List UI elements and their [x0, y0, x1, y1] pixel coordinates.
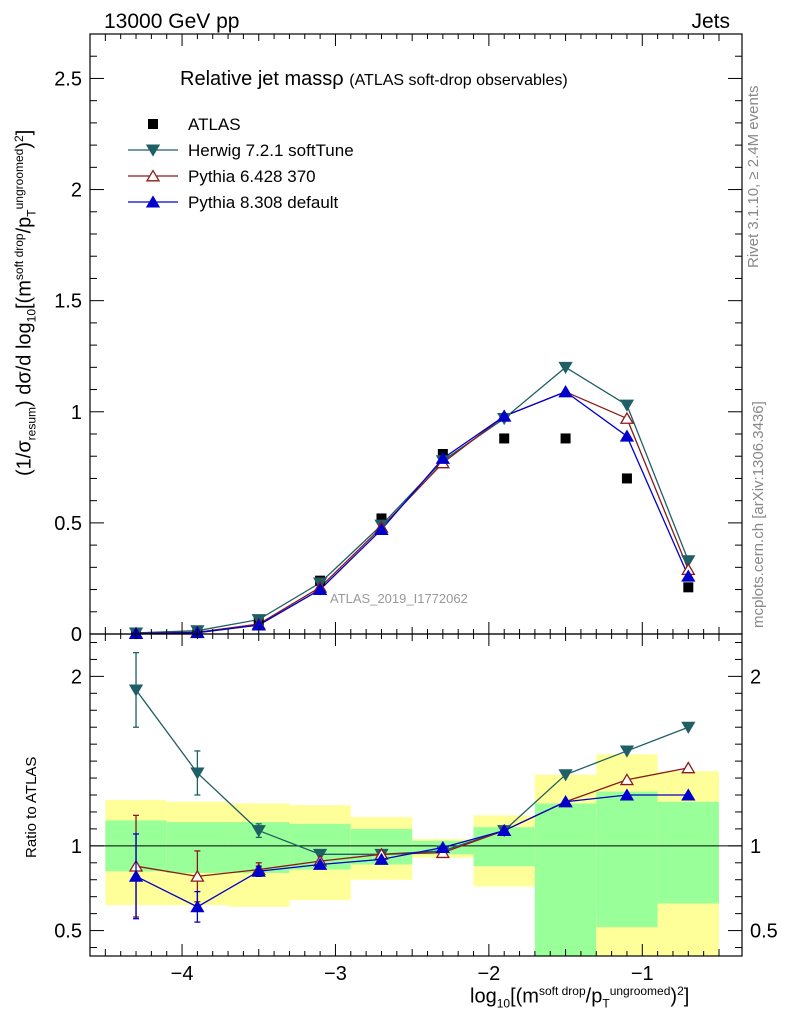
point-atlas — [560, 433, 571, 444]
header-right-label: Jets — [691, 10, 730, 33]
point-atlas — [683, 582, 694, 593]
main-panel — [128, 361, 696, 640]
main-y-tick-label: 1 — [71, 402, 82, 424]
point-atlas — [499, 433, 510, 444]
legend-marker-pythia-8-308-default — [145, 195, 161, 208]
main-y-axis-label: (1/σresum) dσ/d log10[(msoft drop/pTungr… — [12, 129, 39, 476]
ratio-point-herwig-7-2-1-softtune — [128, 684, 144, 697]
ratio-y-axis-label: Ratio to ATLAS — [23, 756, 40, 858]
chart-title: Relative jet massρ (ATLAS soft-drop obse… — [180, 68, 568, 91]
point-herwig-7-2-1-softtune — [558, 361, 573, 375]
band-green-bin — [596, 791, 658, 928]
point-pythia-6-428-370 — [619, 411, 635, 424]
main-y-tick-label: 2 — [71, 180, 82, 202]
analysis-id-label: ATLAS_2019_I1772062 — [330, 591, 468, 606]
point-atlas — [621, 473, 632, 484]
ratio-point-pythia-8-308-default — [681, 788, 696, 801]
point-pythia-8-308-default — [497, 409, 512, 422]
main-y-tick-label: 0 — [71, 624, 82, 646]
series-line-pythia-6-428-370 — [136, 391, 689, 634]
rivet-label: Rivet 3.1.10, ≥ 2.4M events — [745, 85, 762, 269]
ratio-point-pythia-8-308-default — [312, 857, 328, 870]
legend-label-pythia-8-308-default: Pythia 8.308 default — [188, 193, 339, 212]
chart-title-main: Relative jet mass — [180, 68, 333, 90]
ratio-point-pythia-8-308-default — [558, 795, 573, 808]
point-pythia-8-308-default — [435, 451, 450, 464]
ratio-point-herwig-7-2-1-softtune — [619, 745, 635, 758]
legend-label-atlas: ATLAS — [188, 115, 241, 134]
mcplots-label: mcplots.cern.ch [arXiv:1306.3436] — [750, 401, 767, 628]
ratio-y-tick-label: 2 — [71, 666, 82, 688]
x-axis-label: log10[(msoft drop/pTungroomed)2] — [470, 984, 690, 1011]
band-green-bin — [534, 803, 597, 956]
legend: ATLAS Herwig 7.2.1 softTune Pythia 6.428 3… — [128, 115, 354, 212]
ratio-y-tick-label-right: 1 — [750, 836, 761, 858]
legend-label-pythia-6-428-370: Pythia 6.428 370 — [188, 167, 316, 186]
legend-marker-herwig-7-2-1-softtune — [145, 144, 161, 157]
point-pythia-8-308-default — [312, 582, 328, 596]
ratio-point-pythia-8-308-default — [190, 900, 205, 913]
ratio-point-pythia-6-428-370 — [619, 773, 635, 786]
ratio-point-herwig-7-2-1-softtune — [681, 721, 696, 734]
band-green-bin — [657, 801, 719, 904]
ratio-point-pythia-6-428-370 — [190, 869, 205, 882]
header-left-label: 13000 GeV pp — [104, 10, 240, 33]
ratio-point-pythia-6-428-370 — [681, 761, 696, 774]
ratio-point-pythia-8-308-default — [374, 852, 389, 865]
legend-label-herwig-7-2-1-softtune: Herwig 7.2.1 softTune — [188, 141, 354, 160]
chart-title-symbol: ρ — [332, 68, 344, 90]
ratio-y-tick-label-right: 0.5 — [750, 921, 778, 943]
point-herwig-7-2-1-softtune — [681, 555, 696, 568]
main-y-tick-label: 0.5 — [54, 513, 82, 535]
x-tick-label: −3 — [324, 963, 347, 985]
legend-marker-pythia-6-428-370 — [145, 169, 161, 182]
legend-marker-atlas — [148, 119, 158, 129]
point-pythia-8-308-default — [681, 569, 696, 582]
axes: −4 −3 −2 −1 0 0.5 1 1.5 2 2.5 0.5 0.5 1 1 2 2 — [54, 33, 778, 985]
ratio-panel — [90, 651, 742, 923]
point-atlas — [376, 513, 387, 524]
ratio-line-herwig-7-2-1-softtune — [135, 689, 689, 855]
point-herwig-7-2-1-softtune — [619, 399, 635, 412]
ratio-y-tick-label: 0.5 — [54, 921, 82, 943]
ratio-point-pythia-8-308-default — [128, 869, 144, 882]
series-line-herwig-7-2-1-softtune — [136, 366, 689, 634]
ratio-point-pythia-8-308-default — [619, 788, 635, 801]
main-y-tick-label: 1.5 — [54, 291, 82, 313]
point-pythia-8-308-default — [619, 429, 635, 442]
ratio-point-pythia-8-308-default — [435, 840, 450, 853]
ratio-y-tick-label-right: 2 — [750, 666, 761, 688]
ratio-point-pythia-8-308-default — [497, 823, 512, 837]
chart-title-sub: (ATLAS soft-drop observables) — [349, 72, 568, 89]
ratio-y-tick-label: 1 — [71, 836, 82, 858]
ratio-point-herwig-7-2-1-softtune — [190, 767, 205, 780]
series-line-pythia-8-308-default — [136, 391, 689, 635]
point-pythia-8-308-default — [374, 522, 389, 536]
x-tick-label: −4 — [171, 963, 194, 985]
x-tick-label: −1 — [631, 963, 654, 985]
ratio-point-pythia-8-308-default — [251, 864, 266, 877]
ratio-line-pythia-8-308-default — [135, 794, 689, 908]
ratio-point-herwig-7-2-1-softtune — [558, 769, 573, 782]
ratio-point-herwig-7-2-1-softtune — [251, 825, 266, 838]
point-pythia-8-308-default — [558, 385, 573, 398]
x-tick-label: −2 — [477, 963, 500, 985]
main-y-tick-label: 2.5 — [54, 68, 82, 90]
